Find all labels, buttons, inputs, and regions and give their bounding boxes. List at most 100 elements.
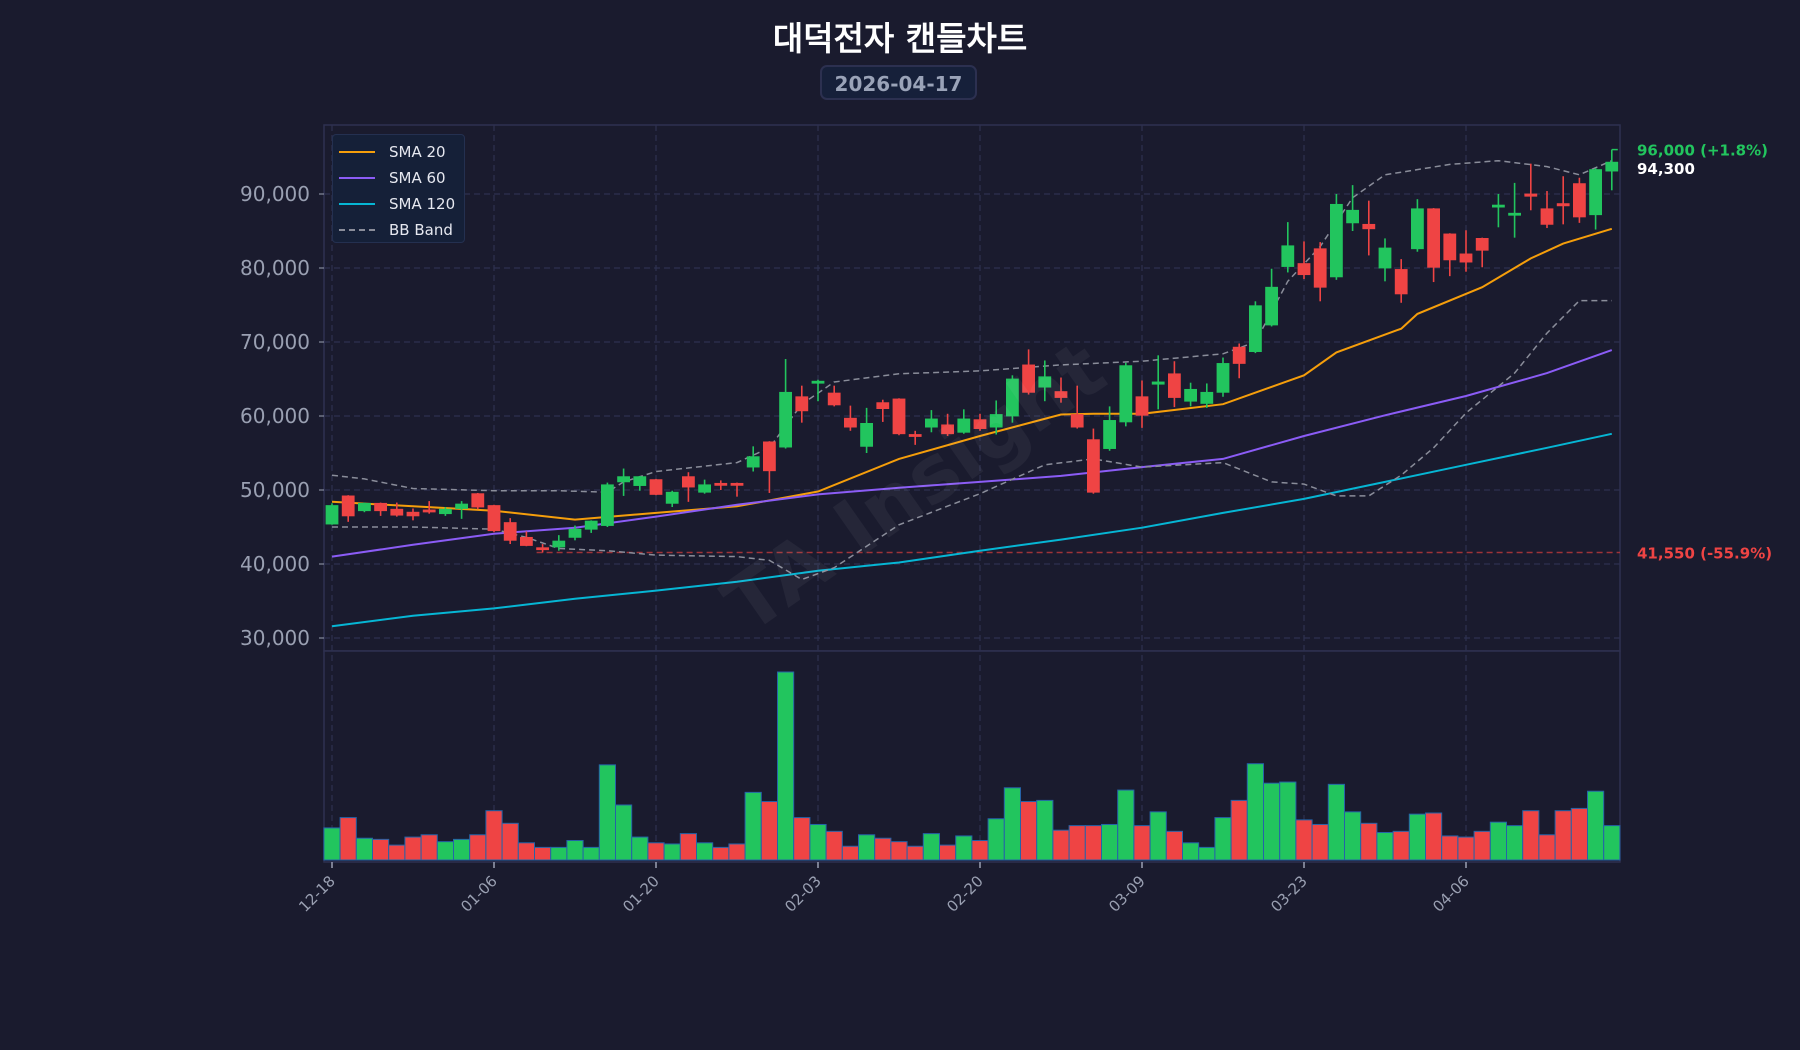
candle-body — [908, 434, 922, 437]
candle-body — [714, 482, 728, 486]
volume-bar — [1036, 799, 1054, 861]
candle — [1330, 194, 1343, 280]
candle — [406, 508, 420, 521]
candle — [1524, 163, 1538, 211]
candle-body — [1330, 203, 1343, 278]
volume-bar — [1149, 811, 1167, 861]
volume-bar — [1214, 817, 1232, 861]
bb-swatch — [339, 229, 375, 231]
candle — [1475, 237, 1489, 268]
candle — [520, 531, 533, 547]
candle-body — [617, 476, 630, 483]
legend-item-sma20: SMA 20 — [333, 139, 464, 165]
candle — [827, 385, 841, 407]
candle-body — [941, 424, 954, 435]
candle — [941, 413, 954, 436]
candle — [665, 490, 679, 508]
volume-bar — [582, 846, 600, 861]
y-tick-label: 40,000 — [240, 552, 310, 576]
candle — [568, 525, 582, 541]
volume-bar — [323, 827, 341, 861]
candle-body — [1265, 286, 1278, 326]
candle — [1103, 406, 1116, 451]
candle — [1508, 182, 1521, 238]
candle — [1346, 185, 1359, 231]
candle-body — [1006, 378, 1019, 417]
candle — [714, 480, 728, 490]
candle-body — [471, 493, 485, 508]
candle-body — [584, 520, 598, 530]
volume-bar — [809, 823, 827, 861]
volume-bar — [744, 791, 762, 861]
legend-item-sma60: SMA 60 — [333, 165, 464, 191]
candle — [1006, 375, 1019, 423]
volume-bar — [1360, 822, 1378, 861]
candle-body — [1394, 269, 1408, 295]
volume-bar — [679, 833, 697, 861]
legend-item-sma120: SMA 120 — [333, 191, 464, 217]
volume-bar — [1003, 787, 1021, 861]
y-tick-label: 50,000 — [240, 478, 310, 502]
candle — [1556, 176, 1570, 225]
date-badge: 2026-04-17 — [820, 65, 977, 100]
candle-body — [1168, 373, 1181, 398]
candle — [422, 501, 436, 514]
candle-body — [1492, 204, 1505, 208]
volume-bar — [1538, 834, 1556, 861]
sma-120-line — [331, 432, 1613, 628]
volume-bar — [1117, 789, 1135, 861]
candle-body — [1459, 253, 1473, 263]
candle-body — [811, 380, 825, 384]
candle-body — [1281, 245, 1295, 267]
volume-bar — [501, 822, 519, 861]
x-tick-label: 01-06 — [457, 872, 501, 916]
candle — [1200, 383, 1214, 408]
volume-bar — [793, 817, 811, 861]
volume-bar — [550, 846, 568, 861]
candle-body — [1297, 263, 1311, 276]
candle — [1070, 385, 1084, 429]
sma-60-line — [331, 349, 1613, 558]
candle — [1022, 349, 1035, 395]
candle — [892, 398, 906, 436]
candle-body — [1443, 233, 1457, 261]
candle — [1087, 428, 1100, 494]
candle-body — [438, 508, 452, 515]
candle-body — [682, 476, 695, 488]
candle — [1119, 362, 1133, 427]
volume-bar — [1101, 823, 1119, 861]
candle — [649, 478, 663, 496]
volume-bar — [1327, 783, 1346, 861]
volume-bar — [1554, 810, 1572, 861]
candle — [1168, 361, 1181, 408]
candle — [487, 504, 501, 533]
candle-body — [1200, 391, 1214, 404]
candle-body — [390, 508, 404, 516]
volume-bar — [420, 834, 438, 861]
candle — [1589, 168, 1602, 230]
x-tick-label: 02-03 — [781, 872, 825, 916]
volume-bar — [1425, 812, 1443, 861]
candle-body — [568, 528, 582, 538]
candle — [1411, 199, 1424, 252]
volume-bar — [939, 844, 957, 861]
candle — [1054, 377, 1068, 403]
candle-body — [1378, 247, 1392, 269]
candle-body — [925, 418, 938, 428]
candle — [390, 502, 404, 517]
candle — [552, 535, 566, 551]
candle — [1362, 200, 1376, 256]
candle — [989, 400, 1003, 435]
candle-body — [957, 418, 971, 433]
candle — [374, 502, 388, 516]
volume-bar — [1457, 836, 1475, 861]
volume-bar — [1246, 763, 1265, 861]
volume-bar — [1441, 835, 1459, 861]
volume-bar — [1084, 825, 1103, 861]
candle — [1281, 222, 1295, 273]
candle — [1427, 208, 1440, 283]
candle — [795, 385, 809, 423]
candle-body — [552, 540, 566, 548]
volume-bar — [615, 804, 633, 861]
candle-body — [633, 476, 647, 486]
